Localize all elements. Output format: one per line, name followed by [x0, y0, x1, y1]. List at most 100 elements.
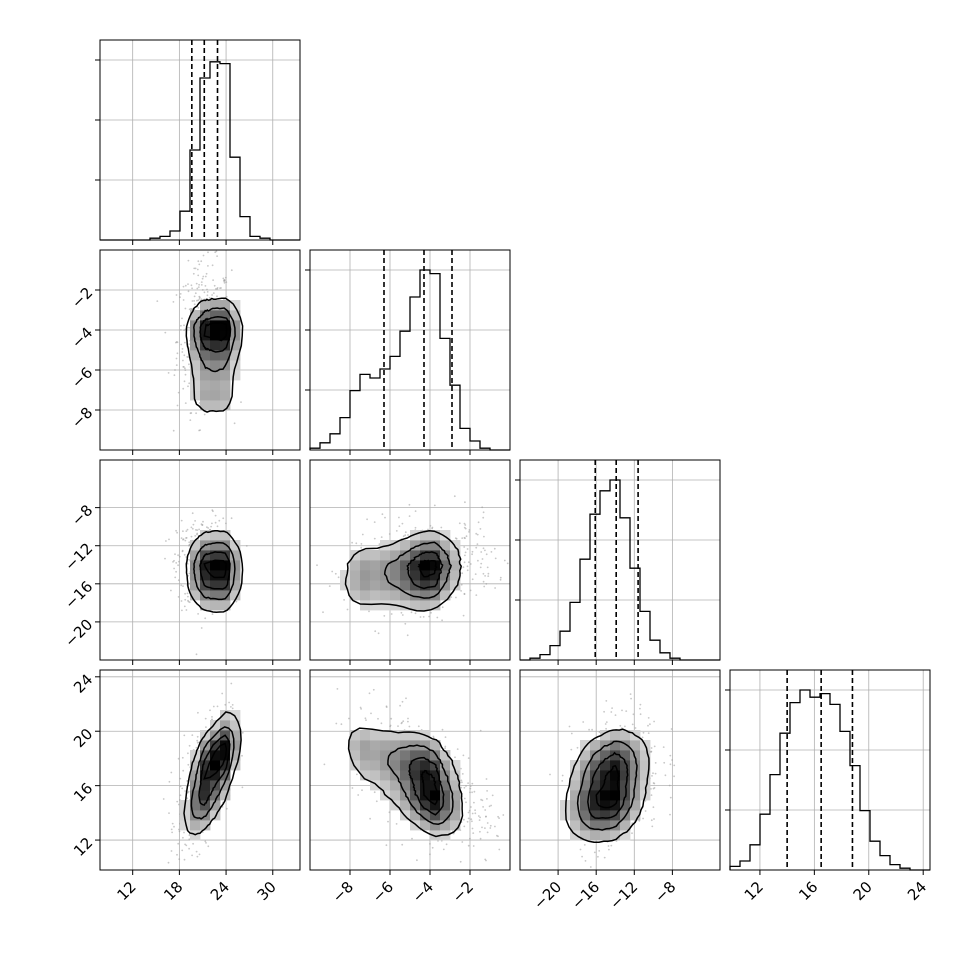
density-cell: [360, 590, 371, 601]
density-cell: [200, 310, 211, 321]
contour-line: [193, 541, 236, 601]
density-cell: [450, 550, 461, 561]
density-cell: [230, 720, 241, 731]
sample-point: [642, 817, 644, 820]
density-cell: [360, 730, 371, 741]
density-cell: [230, 750, 241, 761]
density-cell: [210, 310, 221, 321]
sample-point: [464, 554, 466, 557]
histogram-3: [729, 689, 930, 871]
density-cell: [190, 370, 201, 381]
sample-point: [193, 303, 196, 306]
density-cell: [410, 810, 421, 821]
density-cell: [620, 800, 631, 811]
sample-point: [207, 251, 209, 254]
sample-point: [181, 317, 183, 320]
sample-point: [373, 537, 376, 540]
sample-point: [195, 746, 198, 749]
density-cell: [450, 770, 461, 781]
sample-point: [216, 295, 218, 298]
density-cell: [190, 360, 201, 371]
sample-point: [436, 616, 439, 619]
density-cell: [220, 780, 231, 791]
sample-point: [197, 274, 200, 277]
density-cell: [210, 300, 221, 311]
sample-point: [175, 341, 177, 344]
density-cell: [640, 760, 651, 771]
density-cell: [220, 390, 231, 401]
sample-point: [450, 596, 453, 598]
sample-point: [471, 812, 474, 815]
sample-point: [224, 276, 227, 279]
sample-point: [669, 754, 672, 757]
sample-point: [669, 796, 672, 799]
sample-point: [444, 747, 446, 750]
density-cell: [210, 570, 221, 581]
density-cell: [190, 800, 201, 811]
density-cell: [400, 570, 411, 581]
density-cell: [590, 830, 601, 841]
density-cell: [420, 810, 431, 821]
sample-point: [194, 520, 197, 522]
density-cell: [200, 820, 211, 831]
sample-point: [408, 515, 411, 517]
sample-point: [455, 596, 457, 599]
sample-point: [653, 745, 656, 748]
contour-line: [383, 541, 452, 599]
sample-point: [200, 627, 203, 629]
sample-point: [477, 815, 480, 817]
sample-point: [200, 260, 203, 263]
sample-point: [634, 727, 637, 729]
sample-point: [487, 575, 490, 577]
density-cell: [370, 570, 381, 581]
sample-point: [442, 848, 445, 851]
density-cell: [410, 590, 421, 601]
sample-point: [398, 516, 400, 519]
sample-point: [182, 359, 184, 362]
sample-point: [454, 756, 456, 759]
sample-point: [417, 725, 420, 728]
sample-point: [198, 429, 201, 432]
sample-point: [669, 813, 671, 816]
sample-point: [621, 709, 623, 712]
sample-point: [381, 513, 384, 516]
sample-point: [171, 831, 174, 834]
sample-point: [503, 559, 506, 562]
density-cell: [410, 560, 421, 571]
sample-point: [591, 728, 593, 731]
sample-point: [469, 791, 471, 794]
density-cell: [440, 530, 451, 541]
sample-point: [469, 589, 472, 592]
sample-point: [611, 707, 613, 709]
density-cell: [620, 750, 631, 761]
density-cell: [440, 820, 451, 831]
sample-point: [204, 717, 207, 720]
density-cell: [190, 320, 201, 331]
sample-point: [476, 533, 479, 536]
sample-point: [477, 559, 479, 562]
density-cell: [580, 770, 591, 781]
density-cell: [210, 600, 221, 611]
density-cell: [210, 530, 221, 541]
density-cell: [210, 740, 221, 751]
sample-point: [610, 844, 613, 847]
contour-line: [564, 728, 650, 843]
x-tick-label: 12: [114, 878, 140, 904]
sample-point: [182, 769, 185, 772]
density-cell: [400, 600, 411, 611]
density-cell: [200, 750, 211, 761]
sample-point: [175, 562, 178, 564]
density-cell: [400, 730, 411, 741]
contour-line: [190, 726, 235, 820]
sample-point: [215, 250, 218, 253]
sample-point: [187, 385, 189, 388]
density-cell: [220, 340, 231, 351]
density-cell: [190, 350, 201, 361]
density-cell: [380, 580, 391, 591]
sample-point: [211, 716, 213, 718]
density-cell: [370, 560, 381, 571]
sample-point: [483, 535, 485, 538]
sample-point: [506, 562, 509, 565]
density-cell: [380, 740, 391, 751]
density-cell: [390, 780, 401, 791]
